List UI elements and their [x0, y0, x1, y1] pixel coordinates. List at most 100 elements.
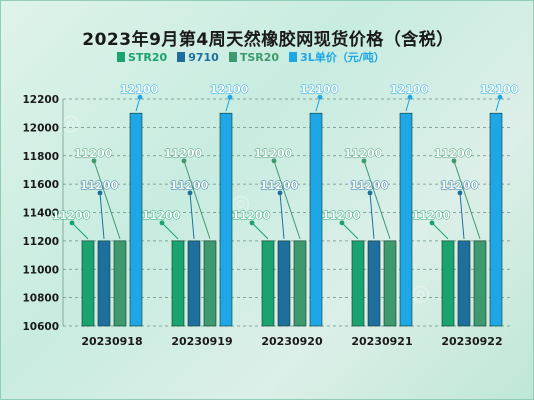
data-label-dot: [97, 190, 103, 196]
data-label: 11200: [164, 147, 203, 160]
data-label-leader: [183, 160, 211, 240]
data-label-dot: [69, 220, 75, 226]
bar: [309, 112, 323, 327]
data-label-dot: [159, 220, 165, 226]
data-label-dot: [317, 94, 323, 100]
data-label-leader: [363, 160, 391, 240]
data-label-dot: [451, 158, 457, 164]
data-label-leader: [225, 97, 231, 112]
data-label-leader: [161, 222, 179, 240]
bar: [277, 240, 291, 327]
legend-swatch: [289, 52, 298, 62]
data-label: 11200: [254, 147, 293, 160]
bar: [97, 240, 111, 327]
legend-swatch: [228, 52, 237, 62]
bar: [383, 240, 397, 327]
legend-label: TSR20: [239, 50, 280, 64]
data-label-leader: [279, 192, 285, 239]
data-label: 11200: [170, 179, 209, 192]
data-label-leader: [453, 160, 481, 240]
bar: [219, 112, 233, 327]
legend-item-tsr20: TSR20: [228, 50, 280, 64]
legend-swatch: [177, 52, 186, 62]
data-label-dot: [271, 158, 277, 164]
y-tick-label: 10800: [22, 293, 59, 305]
data-label: 12100: [120, 83, 159, 96]
data-label-leader: [431, 222, 449, 240]
data-label: 11200: [80, 179, 119, 192]
x-tick-label: 20230918: [81, 335, 142, 348]
data-label-dot: [361, 158, 367, 164]
bar: [81, 240, 95, 327]
data-label: 11200: [412, 209, 451, 222]
data-label-dot: [367, 190, 373, 196]
y-tick-label: 11800: [22, 151, 59, 163]
legend-label: 3L单价（元/吨）: [300, 51, 385, 64]
data-label: 11200: [344, 147, 383, 160]
bar: [489, 112, 503, 327]
data-label-dot: [407, 94, 413, 100]
data-label-dot: [187, 190, 193, 196]
y-tick-label: 12200: [22, 94, 59, 106]
data-label: 11200: [440, 179, 479, 192]
data-label-dot: [227, 94, 233, 100]
y-tick-label: 11600: [22, 179, 59, 191]
legend-label: STR20: [128, 50, 168, 64]
data-label-dot: [339, 220, 345, 226]
bar: [187, 240, 201, 327]
bar: [203, 240, 217, 327]
data-label-dot: [91, 158, 97, 164]
data-label-leader: [71, 222, 89, 240]
y-tick-label: 11000: [22, 264, 59, 276]
legend-item-3l: 3L单价（元/吨）: [289, 49, 385, 65]
bar: [457, 240, 471, 327]
data-label-leader: [93, 160, 121, 240]
data-label: 11200: [142, 209, 181, 222]
bar: [261, 240, 275, 327]
data-label: 11200: [350, 179, 389, 192]
legend-label: 9710: [188, 50, 219, 64]
watermark-decoration: ◎: [61, 111, 81, 136]
bar: [113, 240, 127, 327]
data-label-leader: [251, 222, 269, 240]
watermark-decoration: ◎: [411, 281, 431, 306]
bar: [129, 112, 143, 327]
data-label-dot: [277, 190, 283, 196]
bar: [293, 240, 307, 327]
data-label: 11200: [260, 179, 299, 192]
data-label-leader: [315, 97, 321, 112]
data-label: 12100: [390, 83, 429, 96]
y-tick-label: 11400: [22, 208, 59, 220]
bar: [441, 240, 455, 327]
data-label-leader: [495, 97, 501, 112]
data-label-leader: [369, 192, 375, 239]
data-label: 12100: [300, 83, 339, 96]
y-tick-label: 10600: [22, 321, 59, 333]
bar: [473, 240, 487, 327]
data-label: 11200: [322, 209, 361, 222]
data-label-leader: [273, 160, 301, 240]
data-label-dot: [249, 220, 255, 226]
bar: [171, 240, 185, 327]
x-tick-label: 20230919: [171, 335, 232, 348]
data-label-leader: [341, 222, 359, 240]
watermark-decoration: ◎: [231, 191, 251, 216]
x-tick-label: 20230921: [351, 335, 412, 348]
data-label: 12100: [480, 83, 519, 96]
data-label: 11200: [434, 147, 473, 160]
data-label-leader: [189, 192, 195, 239]
bar: [351, 240, 365, 327]
data-label: 11200: [52, 209, 91, 222]
data-label-dot: [457, 190, 463, 196]
data-label-dot: [181, 158, 187, 164]
y-tick-label: 11200: [22, 236, 59, 248]
x-tick-label: 20230920: [261, 335, 323, 348]
data-label-dot: [137, 94, 143, 100]
data-label: 11200: [232, 209, 271, 222]
data-label-leader: [405, 97, 411, 112]
y-tick-label: 12000: [22, 122, 59, 134]
chart-legend: STR20 9710 TSR20 3L单价（元/吨）: [117, 50, 385, 64]
data-label-dot: [497, 94, 503, 100]
